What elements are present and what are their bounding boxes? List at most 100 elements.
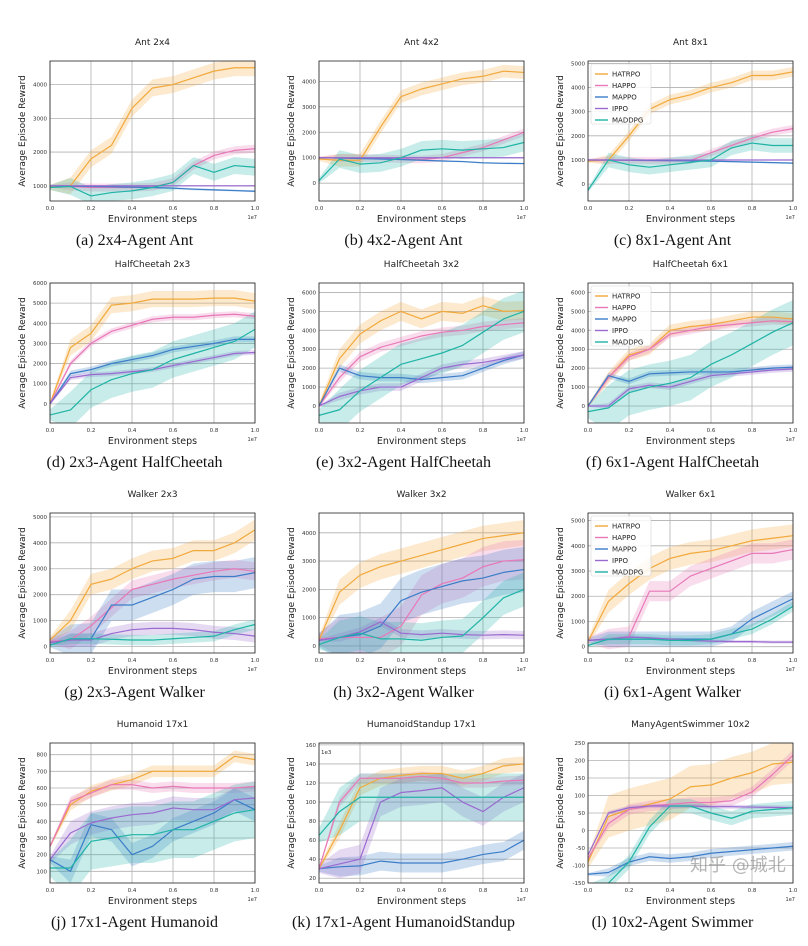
y-tick-label: 3000 (33, 341, 47, 347)
x-tick-label: 0.6 (438, 428, 447, 434)
x-tick-label: 0.4 (397, 428, 406, 434)
chart-title: Ant 2x4 (135, 38, 170, 48)
x-tick-label: 0.8 (748, 428, 757, 434)
x-axis-label: Environment steps (108, 436, 197, 447)
line-hatrpo (319, 305, 524, 407)
x-scale-label: 1e7 (248, 437, 257, 443)
y-axis-label: Average Episode Reward (18, 75, 28, 187)
band-ippo (50, 621, 255, 647)
y-tick-label: 6000 (33, 281, 47, 287)
y-tick-label: 120 (306, 781, 317, 787)
x-tick-label: 0.0 (46, 428, 55, 434)
y-tick-label: 200 (37, 853, 48, 859)
axes-frame (318, 512, 525, 654)
line-maddpg (604, 805, 793, 883)
y-axis-label: Average Episode Reward (556, 757, 566, 869)
plot-area (319, 290, 524, 423)
x-axis-label: Environment steps (108, 896, 197, 907)
band-ippo (319, 773, 524, 879)
chart-svg: Walker 6x1 0.0 0.2 0.4 0.6 0.8 1.0 0 1000 2000 300… (556, 490, 798, 677)
x-axis-label: Environment steps (377, 436, 466, 447)
x-scale-label: 1e7 (248, 215, 257, 221)
chart-svg: Humanoid 17x1 0.0 0.2 0.4 0.6 0.8 1.0 100 200 300… (18, 720, 260, 907)
y-tick-label: 6000 (302, 290, 316, 296)
subplot-caption: (d) 2x3-Agent HalfCheetah (46, 454, 223, 471)
legend: HATRPO HAPPO MAPPO IPPO MADDPG (590, 515, 652, 577)
band-mappo (588, 364, 793, 407)
y-tick-label: 0 (582, 829, 586, 835)
x-tick-label: 0.6 (169, 888, 178, 894)
x-tick-label: 0.6 (707, 658, 716, 664)
band-maddpg (50, 619, 255, 647)
y-tick-label: 2000 (571, 594, 585, 600)
y-tick-label: 4000 (302, 79, 316, 85)
y-tick-label: 3000 (302, 347, 316, 353)
x-tick-label: 1.0 (251, 658, 260, 664)
x-tick-label: 0.6 (169, 658, 178, 664)
line-maddpg (319, 310, 524, 417)
band-mappo (588, 591, 793, 647)
x-scale-label: 1e7 (517, 667, 526, 673)
plot-area (319, 756, 524, 879)
line-mappo (588, 366, 793, 407)
x-tick-label: 0.8 (748, 206, 757, 212)
axes-frame (318, 742, 525, 884)
x-tick-label: 0.4 (128, 658, 137, 664)
line-maddpg (588, 605, 793, 647)
y-tick-label: 3000 (571, 569, 585, 575)
band-hatrpo (588, 67, 793, 165)
band-maddpg (319, 773, 524, 843)
subplot-h: Walker 3x2 0.0 0.2 0.4 0.6 0.8 1.0 0 1000 2000 300… (269, 482, 538, 712)
x-tick-label: 1.0 (520, 206, 529, 212)
x-axis-label: Environment steps (377, 214, 466, 225)
legend-label: HAPPO (612, 82, 636, 90)
x-axis-label: Environment steps (108, 666, 197, 677)
y-axis-label: Average Episode Reward (556, 527, 566, 639)
y-axis-label: Average Episode Reward (287, 527, 297, 639)
chart-svg: Walker 3x2 0.0 0.2 0.4 0.6 0.8 1.0 0 1000 2000 300… (287, 490, 529, 677)
y-axis-label: Average Episode Reward (556, 75, 566, 187)
plot-area (319, 64, 524, 184)
x-axis-label: Environment steps (646, 666, 735, 677)
y-tick-label: 3000 (33, 567, 47, 573)
x-tick-label: 0.6 (169, 428, 178, 434)
line-happo (50, 784, 255, 847)
chart-title: HalfCheetah 2x3 (115, 260, 190, 270)
x-tick-label: 0.8 (479, 888, 488, 894)
y-tick-label: -50 (576, 846, 585, 852)
y-axis-label: Average Episode Reward (287, 75, 297, 187)
x-scale-label: 1e7 (786, 667, 795, 673)
legend: HATRPO HAPPO MAPPO IPPO MADDPG (590, 285, 652, 347)
chart-title: HumanoidStandup 17x1 (367, 720, 476, 730)
y-tick-label: 400 (37, 819, 48, 825)
y-tick-label: 100 (306, 800, 317, 806)
line-maddpg (50, 623, 255, 646)
axes-frame (318, 282, 525, 424)
x-tick-label: 0.6 (707, 206, 716, 212)
y-tick-label: 1000 (302, 385, 316, 391)
line-mappo (588, 845, 793, 875)
line-maddpg (588, 142, 793, 191)
x-tick-label: 0.0 (46, 888, 55, 894)
band-hatrpo (588, 524, 793, 646)
legend-label: MAPPO (612, 546, 637, 554)
chart-title: Ant 4x2 (404, 38, 439, 48)
band-maddpg (591, 799, 793, 883)
band-happo (319, 128, 524, 164)
band-ippo (50, 350, 255, 405)
line-ippo (319, 787, 524, 870)
x-tick-label: 0.0 (315, 658, 324, 664)
x-axis-label: Environment steps (377, 666, 466, 677)
subplot-d: HalfCheetah 2x3 0.0 0.2 0.4 0.6 0.8 1.0 0 1000 20… (0, 252, 269, 482)
line-happo (319, 775, 524, 869)
watermark: 知乎 @城北 (690, 855, 786, 876)
legend-label: MADDPG (612, 339, 643, 347)
x-tick-label: 0.2 (625, 206, 634, 212)
line-hatrpo (50, 529, 255, 641)
line-hatrpo (319, 70, 524, 161)
band-maddpg (319, 290, 524, 423)
chart-title: Walker 6x1 (665, 490, 715, 500)
x-axis-label: Environment steps (377, 896, 466, 907)
x-tick-label: 0.2 (356, 888, 365, 894)
y-tick-label: 600 (37, 786, 48, 792)
